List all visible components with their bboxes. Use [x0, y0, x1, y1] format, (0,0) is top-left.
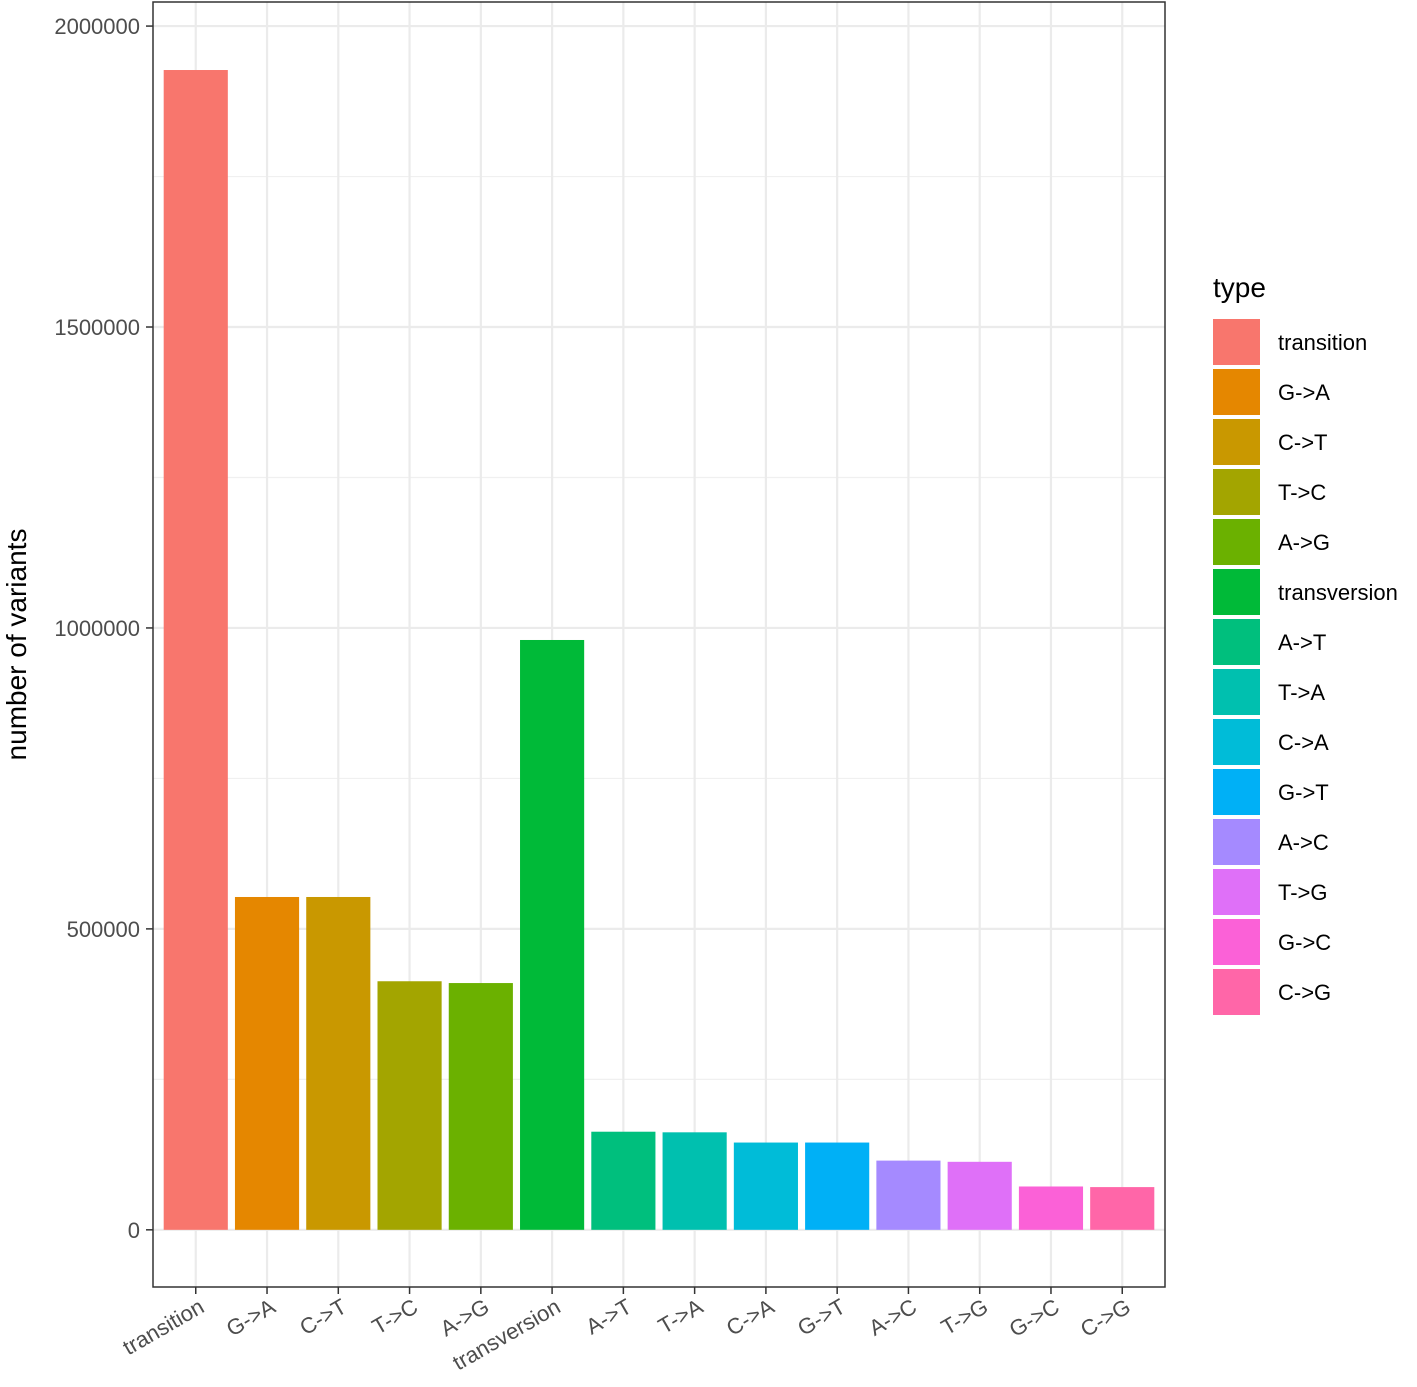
legend-key-C->G: [1213, 969, 1260, 1015]
y-axis: 0 500000 1000000 1500000 2000000: [54, 14, 153, 1243]
legend-label: G->C: [1278, 930, 1331, 955]
legend-key-T->G: [1213, 869, 1260, 915]
legend-label: transversion: [1278, 580, 1398, 605]
x-tick-label: C->T: [295, 1294, 350, 1340]
bar-G->C: [1018, 1186, 1084, 1230]
legend: type transition G->A C->T T->C A->G transvers…: [1213, 272, 1398, 1015]
legend-label: T->A: [1278, 680, 1325, 705]
x-tick-label: G->C: [1005, 1294, 1064, 1342]
y-tick-label: 2000000: [54, 14, 140, 39]
legend-label: G->T: [1278, 780, 1329, 805]
legend-key-T->A: [1213, 669, 1260, 715]
legend-label: A->G: [1278, 530, 1330, 555]
legend-key-A->G: [1213, 519, 1260, 565]
x-tick-label: C->G: [1076, 1294, 1135, 1342]
legend-key-A->C: [1213, 819, 1260, 865]
legend-key-C->T: [1213, 419, 1260, 465]
x-tick-label: T->G: [937, 1294, 992, 1340]
x-tick-label: T->A: [654, 1294, 708, 1339]
legend-key-transversion: [1213, 569, 1260, 615]
legend-title: type: [1213, 272, 1266, 303]
minor-gridlines: [153, 175, 1165, 1080]
legend-key-G->A: [1213, 369, 1260, 415]
legend-label: A->T: [1278, 630, 1326, 655]
bar-C->T: [306, 896, 371, 1230]
x-tick-label: G->A: [222, 1294, 280, 1342]
legend-items: transition G->A C->T T->C A->G transversion A-…: [1213, 319, 1398, 1015]
x-tick-label: T->C: [368, 1294, 422, 1340]
bar-A->C: [876, 1160, 941, 1230]
bar-G->A: [234, 896, 300, 1230]
legend-label: G->A: [1278, 380, 1330, 405]
x-tick-label: transition: [118, 1294, 208, 1360]
x-tick-label: A->T: [582, 1294, 636, 1340]
legend-label: T->C: [1278, 480, 1326, 505]
bar-T->C: [377, 981, 442, 1230]
y-tick-label: 500000: [67, 917, 140, 942]
legend-label: A->C: [1278, 830, 1329, 855]
bar-C->A: [733, 1142, 798, 1230]
y-tick-label: 1000000: [54, 616, 140, 641]
x-tick-label: G->T: [793, 1294, 849, 1341]
y-tick-label: 1500000: [54, 315, 140, 340]
major-gridlines: [153, 2, 1165, 1287]
y-axis-title: number of variants: [1, 529, 32, 761]
bar-transition: [163, 70, 228, 1230]
legend-label: T->G: [1278, 880, 1328, 905]
bar-A->T: [591, 1131, 656, 1230]
legend-key-C->A: [1213, 719, 1260, 765]
bar-T->A: [662, 1132, 727, 1230]
x-tick-label: A->C: [864, 1294, 921, 1341]
bar-transversion: [520, 639, 585, 1230]
bar-G->T: [805, 1142, 870, 1230]
legend-key-T->C: [1213, 469, 1260, 515]
bar-C->G: [1090, 1187, 1155, 1230]
panel-border: [152, 1, 1166, 1288]
legend-key-transition: [1213, 319, 1260, 365]
legend-key-G->T: [1213, 769, 1260, 815]
x-tick-label: C->A: [722, 1294, 779, 1341]
legend-label: transition: [1278, 330, 1367, 355]
legend-label: C->G: [1278, 980, 1331, 1005]
bar-T->G: [947, 1161, 1012, 1230]
legend-key-A->T: [1213, 619, 1260, 665]
bar-A->G: [448, 983, 513, 1230]
legend-label: C->A: [1278, 730, 1329, 755]
y-tick-label: 0: [128, 1218, 140, 1243]
legend-label: C->T: [1278, 430, 1328, 455]
bars: [163, 70, 1155, 1230]
legend-key-G->C: [1213, 919, 1260, 965]
